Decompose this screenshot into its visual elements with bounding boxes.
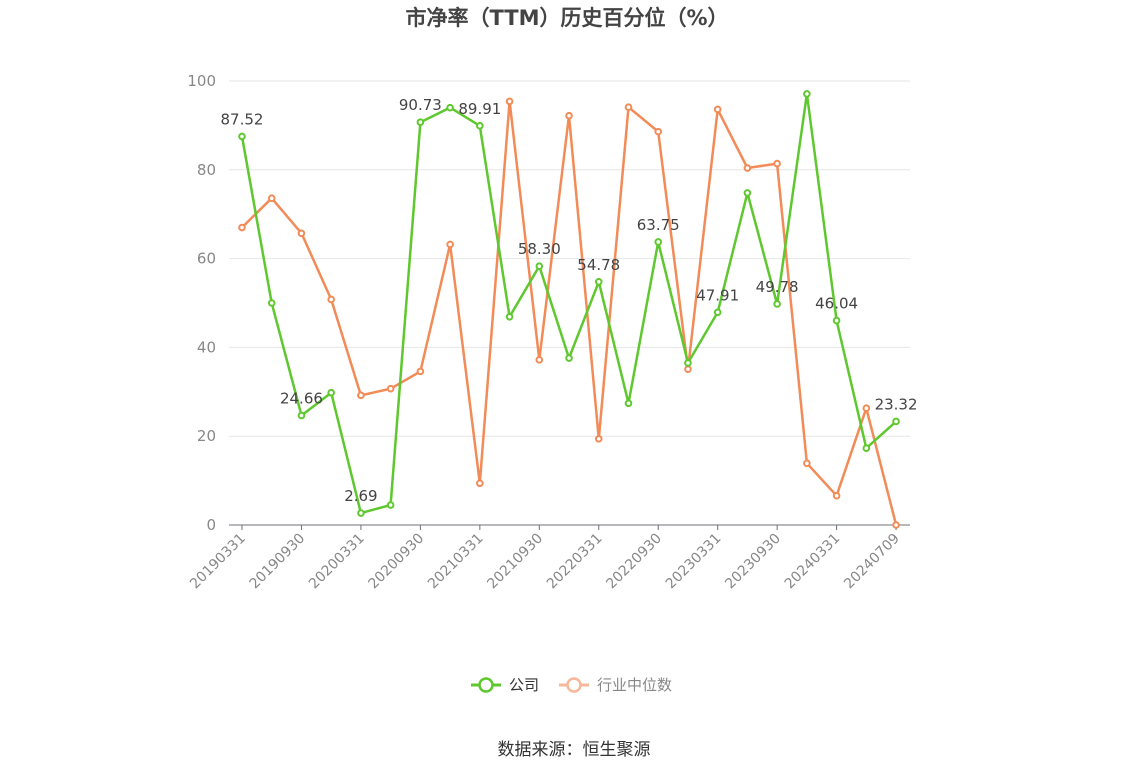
data-point[interactable] [862, 404, 871, 413]
data-point[interactable] [267, 194, 276, 203]
x-tick-label: 20220331 [544, 531, 606, 593]
data-point[interactable] [892, 521, 900, 529]
data-point[interactable] [832, 316, 841, 325]
chart-title: 市净率（TTM）历史百分位（%） [405, 6, 728, 30]
series-line-0 [240, 92, 897, 515]
data-point[interactable] [386, 501, 395, 509]
y-axis: 0 20 40 60 80 100 [187, 72, 216, 534]
data-point[interactable] [743, 189, 752, 197]
y-tick-label: 60 [197, 250, 216, 268]
x-tick-label: 20200331 [306, 531, 368, 593]
data-point[interactable] [803, 459, 811, 468]
data-point[interactable] [416, 367, 425, 376]
data-point[interactable] [713, 105, 722, 114]
x-tick-label: 20230930 [722, 531, 784, 593]
data-point[interactable] [238, 132, 246, 141]
data-point[interactable] [505, 312, 514, 321]
data-point[interactable] [684, 359, 692, 367]
x-tick-label: 20240709 [841, 531, 903, 593]
data-label: 89.91 [458, 100, 501, 118]
x-tick-label: 20210331 [425, 531, 487, 593]
data-point[interactable] [446, 240, 454, 249]
series-points [238, 90, 900, 529]
data-point[interactable] [713, 308, 722, 317]
source-note: 数据来源：恒生聚源 [498, 740, 651, 760]
legend-marker-0 [478, 677, 494, 693]
data-point[interactable] [327, 295, 335, 304]
data-point[interactable] [357, 391, 365, 400]
data-label: 54.78 [577, 256, 620, 274]
series-lines [240, 92, 898, 526]
data-label: 63.75 [637, 216, 680, 234]
data-label: 58.30 [518, 240, 561, 258]
data-point[interactable] [327, 388, 335, 397]
data-point[interactable] [862, 444, 871, 452]
legend-item-0[interactable]: 公司 [471, 676, 539, 694]
data-point[interactable] [357, 509, 365, 517]
data-point[interactable] [416, 118, 425, 126]
x-tick-label: 20190930 [247, 531, 309, 593]
data-label: 24.66 [280, 390, 323, 408]
data-point[interactable] [654, 127, 663, 136]
data-label: 2.69 [344, 487, 377, 505]
x-tick-label: 20190331 [187, 531, 249, 593]
data-point[interactable] [892, 417, 900, 426]
x-tick-label: 20200930 [366, 531, 428, 593]
data-point[interactable] [476, 479, 484, 488]
data-point[interactable] [832, 491, 841, 500]
data-point[interactable] [654, 238, 663, 246]
data-point[interactable] [803, 90, 811, 98]
legend-marker-1 [566, 677, 582, 693]
legend-item-1[interactable]: 行业中位数 [559, 676, 672, 694]
data-label: 49.78 [756, 278, 799, 296]
data-point[interactable] [594, 277, 603, 286]
data-point[interactable] [624, 399, 633, 408]
y-tick-label: 40 [197, 338, 216, 356]
legend-label-1: 行业中位数 [597, 676, 672, 694]
y-tick-label: 100 [187, 72, 216, 90]
y-tick-label: 80 [197, 161, 216, 179]
data-point[interactable] [565, 354, 573, 362]
data-point[interactable] [297, 411, 306, 420]
x-tick-label: 20230331 [663, 531, 725, 593]
data-point[interactable] [565, 111, 573, 120]
data-point[interactable] [505, 97, 514, 106]
x-axis: 2019033120190930202003312020093020210331… [187, 524, 910, 593]
y-tick-label: 0 [206, 516, 216, 534]
data-labels: 87.52 24.66 2.69 90.73 89.91 58.30 54.78 63.75 4… [221, 96, 918, 505]
x-tick-label: 20210930 [484, 531, 546, 593]
data-point[interactable] [624, 103, 633, 111]
data-label: 87.52 [221, 110, 264, 128]
legend[interactable]: 公司 行业中位数 [471, 676, 672, 694]
y-tick-label: 20 [197, 427, 216, 445]
data-point[interactable] [446, 103, 454, 112]
data-point[interactable] [743, 164, 752, 172]
data-point[interactable] [267, 299, 276, 307]
x-tick-label: 20220930 [603, 531, 665, 593]
data-label: 23.32 [875, 395, 918, 413]
data-point[interactable] [684, 365, 692, 373]
data-label: 46.04 [815, 295, 858, 313]
data-point[interactable] [535, 356, 544, 364]
x-tick-label: 20240331 [782, 531, 844, 593]
data-point[interactable] [476, 121, 484, 130]
legend-label-0: 公司 [509, 676, 539, 694]
data-label: 47.91 [696, 286, 739, 304]
data-point[interactable] [386, 384, 395, 393]
data-point[interactable] [535, 262, 544, 270]
data-label: 90.73 [399, 96, 442, 114]
data-point[interactable] [594, 435, 603, 443]
data-point[interactable] [773, 159, 781, 168]
data-point[interactable] [297, 229, 306, 238]
data-point[interactable] [238, 223, 246, 232]
data-point[interactable] [773, 300, 781, 308]
